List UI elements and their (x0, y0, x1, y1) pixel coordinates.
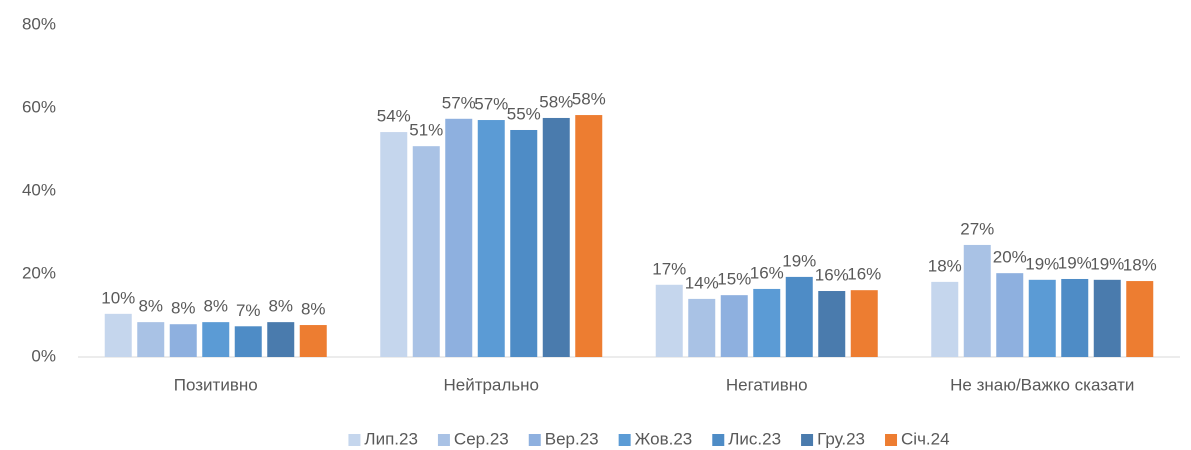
data-label: 18% (1123, 256, 1157, 275)
bar (234, 326, 262, 357)
legend-label: Вер.23 (545, 429, 599, 448)
legend-swatch (618, 434, 631, 446)
bar (169, 324, 197, 357)
data-label: 19% (782, 251, 816, 270)
data-label: 18% (928, 256, 962, 275)
data-label: 8% (203, 297, 228, 316)
bar (412, 146, 440, 357)
bar (850, 290, 878, 357)
legend-label: Січ.24 (901, 429, 950, 448)
x-tick-label: Позитивно (174, 375, 258, 394)
data-label: 8% (268, 297, 293, 316)
y-tick-label: 60% (22, 97, 56, 116)
data-label: 16% (750, 263, 784, 282)
x-tick-label: Нейтрально (443, 375, 539, 394)
bar (380, 132, 408, 357)
data-label: 15% (717, 270, 751, 289)
bar (818, 291, 846, 357)
bar (510, 129, 538, 357)
legend-swatch (437, 434, 450, 446)
data-label: 51% (409, 121, 443, 140)
data-label: 8% (138, 297, 163, 316)
bar (1061, 278, 1089, 357)
data-label: 7% (236, 301, 261, 320)
data-label: 16% (815, 265, 849, 284)
y-tick-label: 0% (31, 346, 56, 365)
y-tick-label: 20% (22, 263, 56, 282)
legend-label: Лис.23 (728, 429, 781, 448)
bar (542, 117, 570, 358)
bar (963, 244, 991, 357)
bar (996, 273, 1024, 357)
bar (267, 322, 295, 357)
bar (931, 281, 959, 357)
legend-swatch (348, 434, 361, 446)
data-label: 19% (1058, 253, 1092, 272)
data-label: 8% (301, 300, 326, 319)
bar (688, 298, 716, 357)
legend-swatch (528, 434, 541, 446)
bar (1028, 279, 1056, 357)
legend-label: Жов.23 (635, 429, 693, 448)
data-label: 55% (507, 104, 541, 123)
data-label: 19% (1090, 254, 1124, 273)
data-label: 27% (960, 219, 994, 238)
bar (445, 118, 473, 357)
data-label: 17% (652, 259, 686, 278)
bar (1093, 279, 1121, 357)
bar (104, 313, 132, 357)
bar (655, 284, 683, 357)
legend-swatch (801, 434, 814, 446)
bar (202, 322, 230, 357)
data-label: 8% (171, 299, 196, 318)
data-label: 57% (474, 95, 508, 114)
bar (753, 288, 781, 357)
data-label: 58% (539, 92, 573, 111)
data-label: 54% (377, 107, 411, 126)
bar (720, 295, 748, 357)
data-label: 57% (442, 93, 476, 112)
x-tick-label: Негативно (726, 375, 808, 394)
legend-swatch (885, 434, 898, 446)
bar (477, 120, 505, 357)
bar (785, 276, 813, 357)
bar (137, 322, 165, 357)
data-label: 58% (572, 90, 606, 109)
data-label: 20% (993, 248, 1027, 267)
bar (1126, 281, 1154, 357)
y-tick-label: 80% (22, 14, 56, 33)
data-label: 16% (847, 265, 881, 284)
x-tick-label: Не знаю/Важко сказати (950, 375, 1134, 394)
data-label: 19% (1025, 254, 1059, 273)
bar (299, 325, 327, 357)
y-tick-label: 40% (22, 180, 56, 199)
legend-label: Гру.23 (817, 429, 865, 448)
bar (575, 115, 603, 358)
legend-label: Сер.23 (454, 429, 509, 448)
legend-swatch (712, 434, 725, 446)
data-label: 14% (685, 273, 719, 292)
legend-label: Лип.23 (364, 429, 418, 448)
data-label: 10% (101, 288, 135, 307)
